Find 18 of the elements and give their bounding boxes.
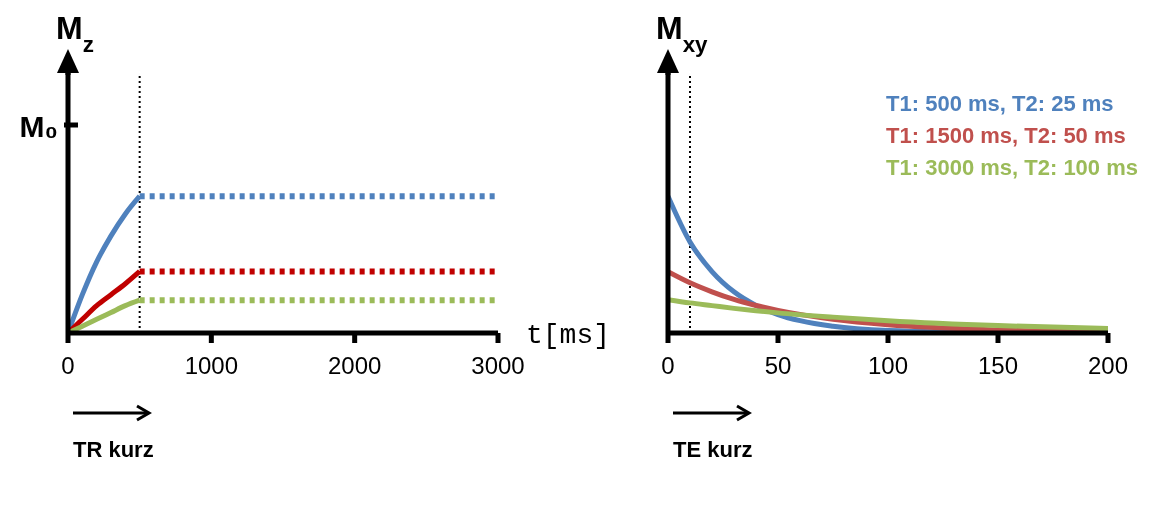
x-tick-label: 0 bbox=[661, 352, 675, 380]
x-tick-label: 100 bbox=[867, 352, 909, 380]
y-axis-title: M$_{z}$ bbox=[56, 10, 94, 57]
text: TR kurz bbox=[73, 437, 154, 463]
text: T1: 3000 ms, T2: 100 ms bbox=[886, 154, 1138, 182]
x-tick-label: 50 bbox=[764, 352, 792, 380]
x-tick-label: 0 bbox=[61, 352, 75, 380]
text: M₀ bbox=[19, 110, 58, 143]
x-tick-label: 2000 bbox=[327, 352, 382, 380]
x-tick-label: 150 bbox=[977, 352, 1019, 380]
text: T1: 1500 ms, T2: 50 ms bbox=[886, 122, 1127, 150]
x-tick-label: 200 bbox=[1087, 352, 1129, 380]
y-axis-title: M$_{xy}$ bbox=[656, 10, 709, 57]
x-axis-title: t[ms] bbox=[526, 320, 611, 351]
text: TE kurz bbox=[673, 437, 753, 463]
x-tick-label: 1000 bbox=[184, 352, 239, 380]
text: T1: 500 ms, T2: 25 ms bbox=[886, 90, 1115, 118]
x-tick-label: 3000 bbox=[471, 352, 525, 380]
